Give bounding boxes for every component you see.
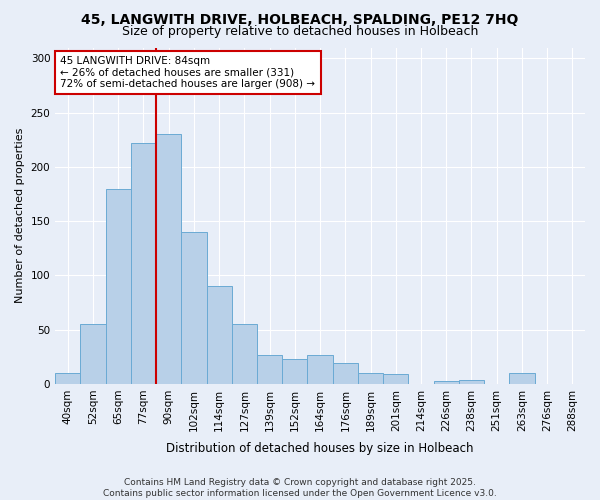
Bar	[332, 364, 358, 384]
Bar	[282, 359, 307, 384]
Bar	[55, 373, 80, 384]
Bar	[206, 286, 232, 384]
Bar	[459, 380, 484, 384]
X-axis label: Distribution of detached houses by size in Holbeach: Distribution of detached houses by size …	[166, 442, 474, 455]
Bar	[509, 373, 535, 384]
Bar	[257, 354, 282, 384]
Bar	[181, 232, 206, 384]
Text: 45 LANGWITH DRIVE: 84sqm
← 26% of detached houses are smaller (331)
72% of semi-: 45 LANGWITH DRIVE: 84sqm ← 26% of detach…	[61, 56, 316, 89]
Bar	[131, 143, 156, 384]
Bar	[383, 374, 409, 384]
Bar	[156, 134, 181, 384]
Bar	[106, 188, 131, 384]
Text: Size of property relative to detached houses in Holbeach: Size of property relative to detached ho…	[122, 25, 478, 38]
Bar	[232, 324, 257, 384]
Text: 45, LANGWITH DRIVE, HOLBEACH, SPALDING, PE12 7HQ: 45, LANGWITH DRIVE, HOLBEACH, SPALDING, …	[82, 12, 518, 26]
Bar	[80, 324, 106, 384]
Y-axis label: Number of detached properties: Number of detached properties	[15, 128, 25, 304]
Bar	[434, 380, 459, 384]
Bar	[358, 373, 383, 384]
Bar	[307, 354, 332, 384]
Text: Contains HM Land Registry data © Crown copyright and database right 2025.
Contai: Contains HM Land Registry data © Crown c…	[103, 478, 497, 498]
